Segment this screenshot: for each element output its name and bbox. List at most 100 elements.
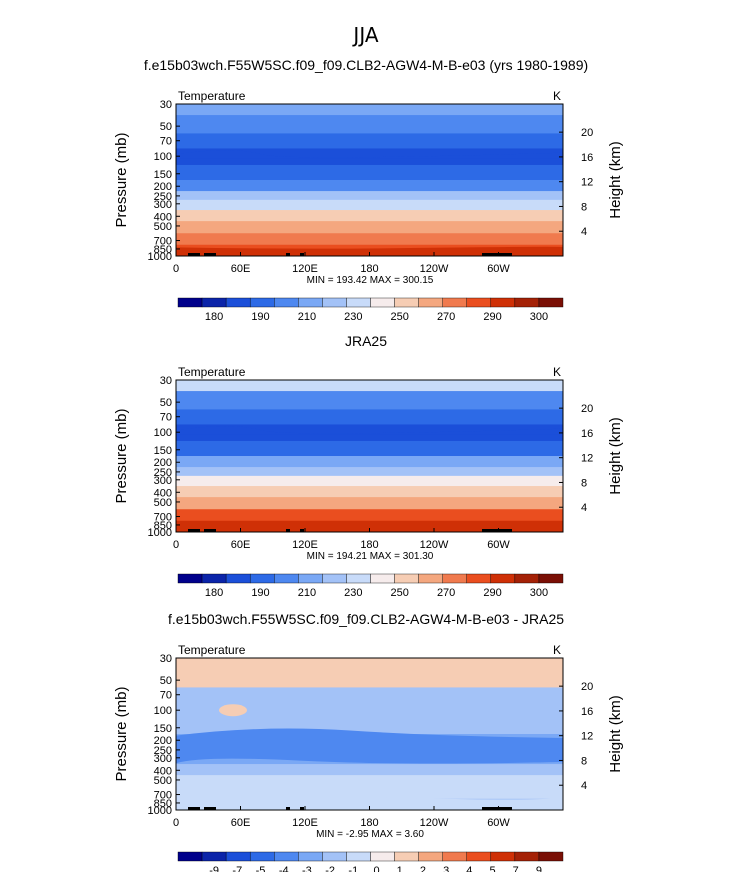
heatmap-band: [176, 164, 563, 181]
heatmap-bands: [176, 104, 563, 256]
x-tick-label: 120W: [420, 817, 449, 829]
colorbar-box: [322, 573, 347, 584]
height-tick-label: 20: [581, 127, 593, 139]
colorbar-box: [370, 573, 395, 584]
height-tick-label: 4: [581, 502, 587, 514]
variable-label: Temperature: [178, 365, 246, 379]
colorbar-box: [201, 297, 227, 308]
heatmap-band: [176, 497, 563, 510]
colorbar-box: [418, 297, 443, 308]
y-tick-label: 200: [154, 457, 172, 469]
colorbar-tick-label: 290: [483, 587, 501, 599]
y-axis-title: Pressure (mb): [113, 132, 130, 227]
anomaly-lower: [176, 796, 563, 810]
topography-mark: [482, 529, 512, 532]
heatmap-band: [176, 764, 563, 776]
x-tick-label: 180: [360, 817, 378, 829]
topography-mark: [188, 807, 200, 810]
y-tick-label: 30: [160, 653, 172, 665]
topography-mark: [204, 529, 216, 532]
temp-feature: [176, 426, 563, 435]
y-tick-label: 250: [154, 745, 172, 757]
panel-title: f.e15b03wch.F55W5SC.f09_f09.CLB2-AGW4-M-…: [168, 611, 564, 627]
colorbar-box: [322, 851, 347, 862]
colorbar-box: [514, 851, 540, 862]
y-tick-label: 70: [160, 690, 172, 702]
x-tick-label: 120E: [292, 817, 318, 829]
y-tick-label: 700: [154, 236, 172, 248]
units-label: K: [553, 643, 561, 657]
colorbar-tick-label: 290: [483, 311, 501, 323]
colorbar-box: [346, 573, 371, 584]
panel-title: JRA25: [345, 333, 387, 349]
colorbar-tick-label: 180: [205, 311, 223, 323]
height-tick-label: 4: [581, 780, 587, 792]
height-tick-label: 4: [581, 226, 587, 238]
heatmap-band: [176, 191, 563, 201]
height-tick-label: 12: [581, 453, 593, 465]
y-tick-label: 150: [154, 169, 172, 181]
y-tick-label: 100: [154, 427, 172, 439]
topography-mark: [286, 807, 290, 810]
page-title: JJA: [351, 23, 378, 47]
y-tick-label: 50: [160, 675, 172, 687]
heatmap-band: [176, 424, 563, 442]
colorbar-box: [514, 573, 540, 584]
colorbar-box: [177, 573, 203, 584]
colorbar-box: [490, 297, 516, 308]
colorbar-box: [538, 573, 564, 584]
variable-label: Temperature: [178, 89, 246, 103]
height-tick-label: 8: [581, 201, 587, 213]
units-label: K: [553, 89, 561, 103]
heatmap-band: [176, 148, 563, 166]
colorbar-box: [490, 851, 516, 862]
colorbar-box: [442, 573, 467, 584]
topography-mark: [300, 529, 304, 532]
heatmap-band: [176, 669, 563, 688]
colorbar-tick-label: 190: [251, 587, 269, 599]
y-tick-label: 100: [154, 705, 172, 717]
x-tick-label: 180: [360, 263, 378, 275]
y-tick-label: 300: [154, 475, 172, 487]
min-max-text: MIN = 193.42 MAX = 300.15: [307, 275, 434, 286]
min-max-text: MIN = 194.21 MAX = 301.30: [307, 551, 434, 562]
colorbar-tick-label: -1: [348, 865, 358, 872]
y-tick-label: 250: [154, 467, 172, 479]
colorbar-tick-label: -2: [325, 865, 335, 872]
y-tick-label: 500: [154, 497, 172, 509]
heatmap-band: [176, 133, 563, 149]
colorbar-tick-label: 190: [251, 311, 269, 323]
height-tick-label: 8: [581, 477, 587, 489]
y-axis-title: Pressure (mb): [113, 686, 130, 781]
colorbar-tick-label: -5: [256, 865, 266, 872]
colorbar-tick-label: 180: [205, 587, 223, 599]
y-tick-label: 400: [154, 765, 172, 777]
x-tick-label: 60W: [487, 263, 510, 275]
topography-mark: [204, 807, 216, 810]
heatmap-band: [176, 687, 563, 703]
y-tick-label: 50: [160, 121, 172, 133]
heatmap-band: [176, 221, 563, 234]
x-tick-label: 0: [173, 263, 179, 275]
colorbar-box: [346, 297, 371, 308]
height-tick-label: 20: [581, 403, 593, 415]
colorbar-box: [225, 851, 251, 862]
colorbar-tick-label: -9: [209, 865, 219, 872]
colorbar-box: [442, 297, 467, 308]
y-tick-label: 700: [154, 512, 172, 524]
topography-mark: [286, 253, 290, 256]
y-tick-label: 50: [160, 397, 172, 409]
colorbar-box: [298, 573, 323, 584]
x-tick-label: 60W: [487, 817, 510, 829]
y-tick-label: 70: [160, 412, 172, 424]
colorbar-tick-label: 4: [466, 865, 472, 872]
colorbar-tick-label: 300: [530, 587, 548, 599]
colorbar-tick-label: 3: [443, 865, 449, 872]
anomaly-region: [176, 728, 563, 764]
heatmap-band: [176, 702, 563, 720]
variable-label: Temperature: [178, 643, 246, 657]
heatmap-band: [176, 180, 563, 192]
colorbar-box: [225, 573, 251, 584]
y-tick-label: 400: [154, 487, 172, 499]
